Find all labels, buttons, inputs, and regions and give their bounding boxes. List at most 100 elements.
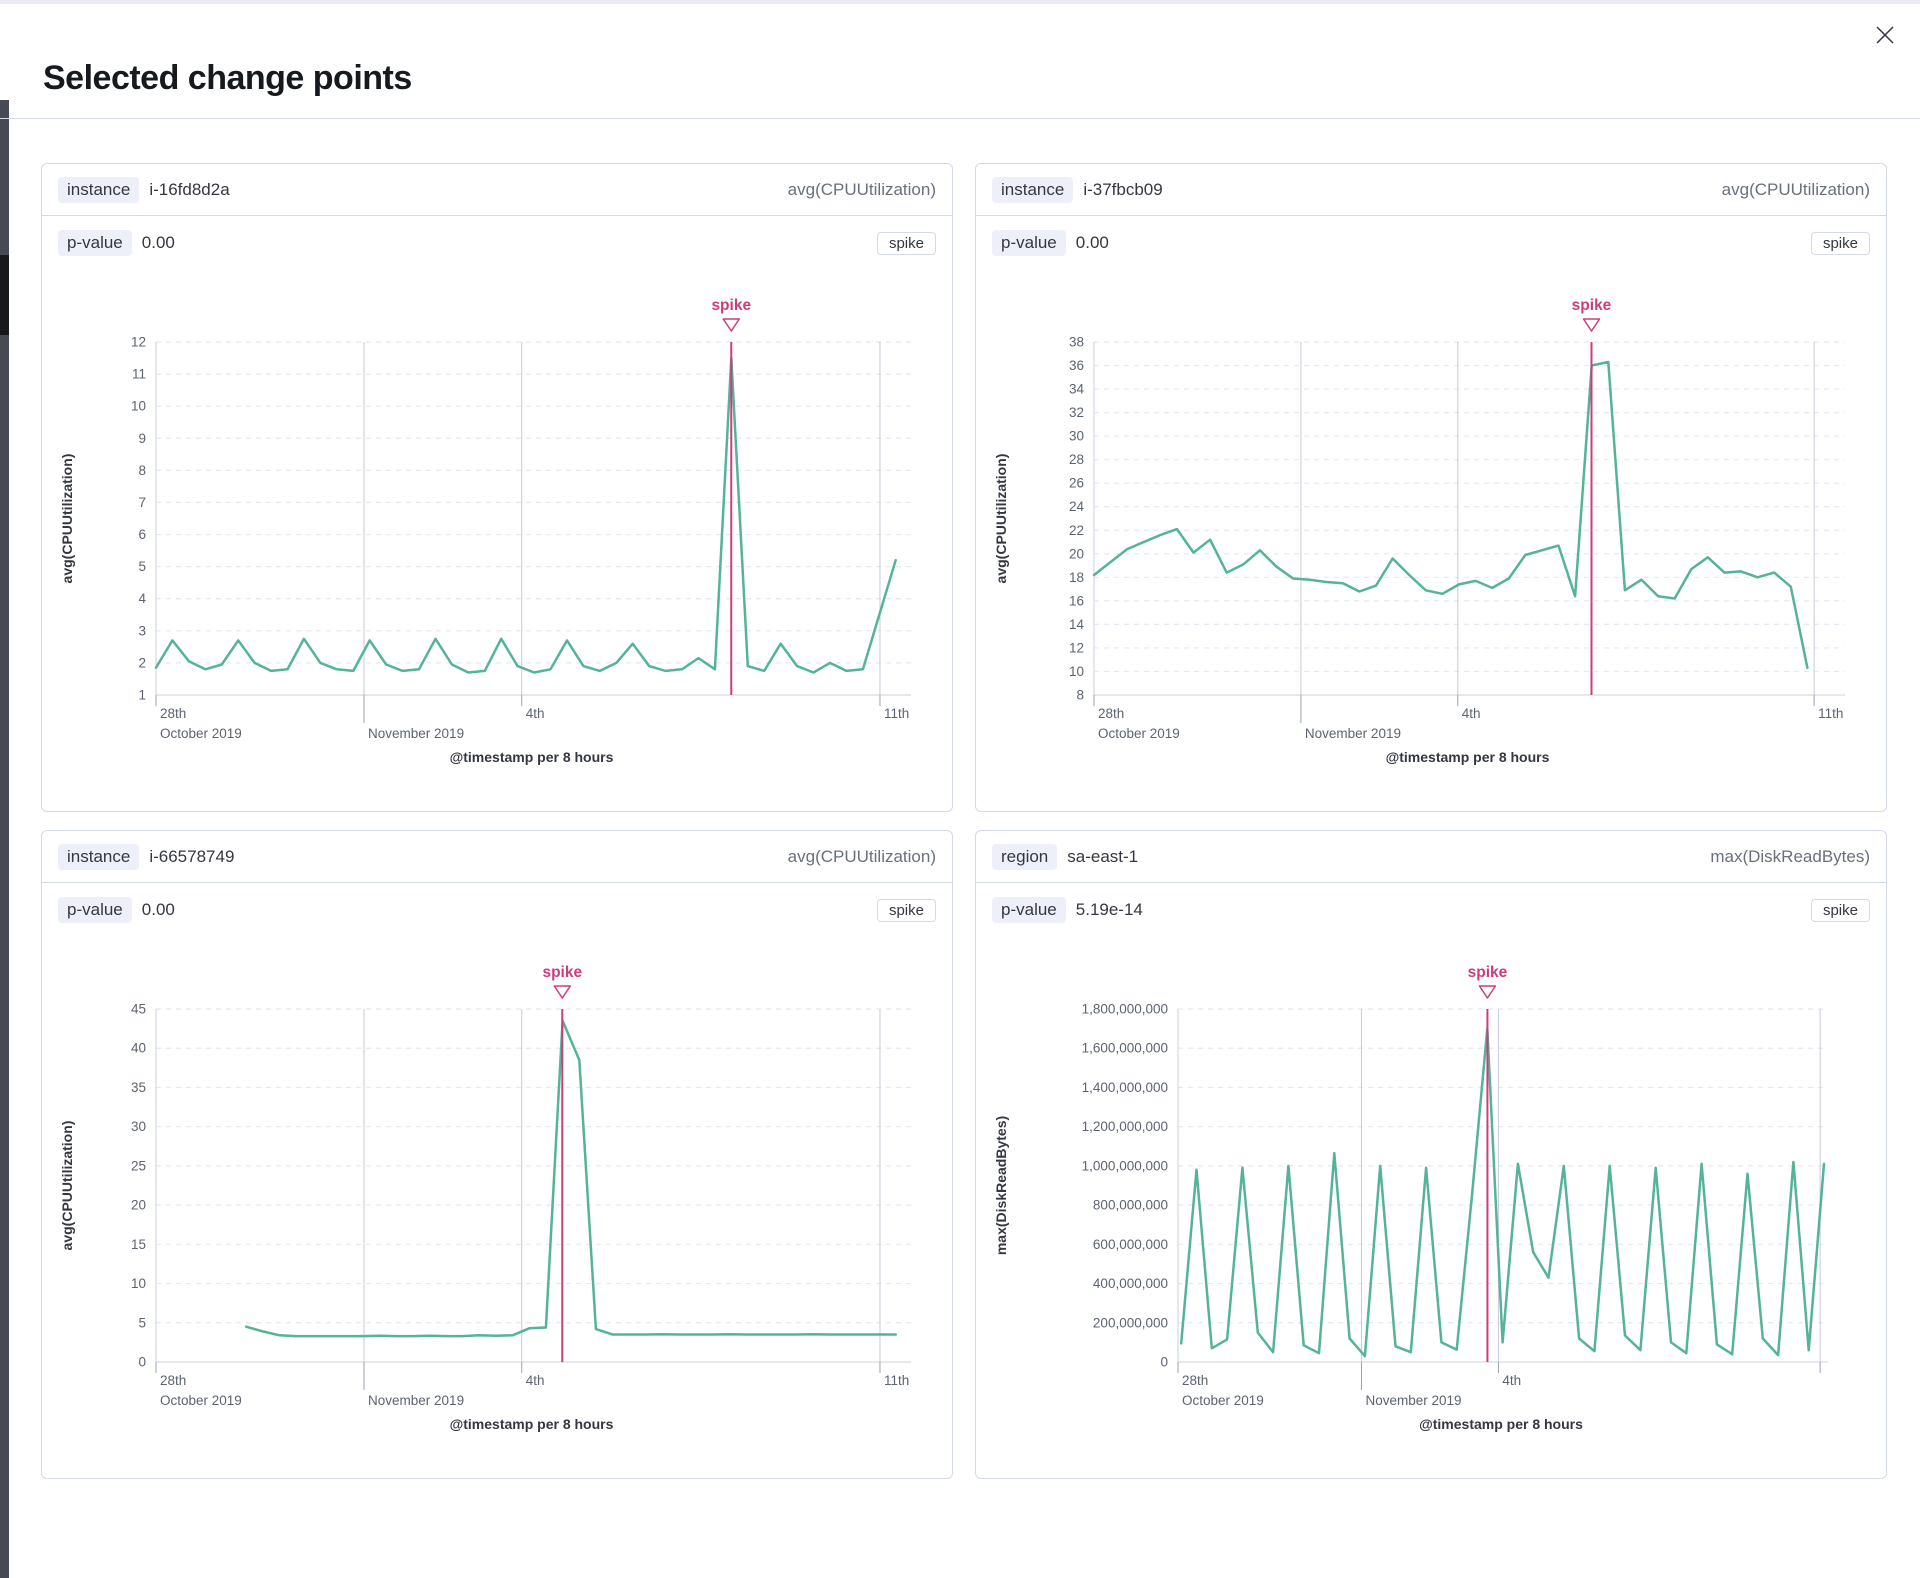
y-tick-label: 3 bbox=[138, 623, 146, 638]
y-tick-label: 9 bbox=[138, 431, 146, 446]
chart-svg: 8 10 12 14 16 18 20 22 24 26 28 30 32 34 36 38 28th Octob… bbox=[993, 297, 1845, 765]
change-type-badge[interactable]: spike bbox=[876, 231, 936, 255]
metric-label: avg(CPUUtilization) bbox=[1721, 179, 1870, 199]
y-tick-label: 10 bbox=[131, 1276, 146, 1291]
group-field-badge: instance bbox=[58, 176, 140, 203]
y-tick-label: 38 bbox=[1069, 335, 1084, 350]
y-tick-label: 1,600,000,000 bbox=[1082, 1041, 1168, 1056]
metric-label: avg(CPUUtilization) bbox=[787, 179, 936, 199]
y-tick-label: 45 bbox=[131, 1002, 146, 1017]
y-tick-label: 7 bbox=[138, 495, 146, 510]
close-icon-glyph bbox=[1876, 26, 1894, 44]
chart: 8 10 12 14 16 18 20 22 24 26 28 30 32 34 36 38 28th Octob… bbox=[976, 270, 1886, 811]
x-tick-label: 28th bbox=[1098, 706, 1124, 721]
x-tick-sublabel: November 2019 bbox=[368, 1393, 464, 1408]
x-tick-sublabel: October 2019 bbox=[1182, 1393, 1264, 1408]
x-axis-title: @timestamp per 8 hours bbox=[1419, 1416, 1583, 1432]
y-axis-title: avg(CPUUtilization) bbox=[59, 1121, 75, 1251]
y-tick-label: 24 bbox=[1069, 499, 1085, 514]
x-tick-sublabel: October 2019 bbox=[1098, 726, 1180, 741]
y-tick-label: 1,000,000,000 bbox=[1082, 1158, 1168, 1173]
p-value: 0.00 bbox=[141, 233, 175, 252]
y-tick-label: 0 bbox=[138, 1355, 146, 1370]
spike-annotation-label: spike bbox=[542, 964, 582, 981]
y-tick-label: 6 bbox=[138, 527, 146, 542]
x-tick-sublabel: November 2019 bbox=[1305, 726, 1401, 741]
panel-subheader: p-value 0.00 spike bbox=[42, 883, 952, 937]
y-tick-label: 18 bbox=[1069, 570, 1084, 585]
y-tick-label: 14 bbox=[1069, 617, 1085, 632]
panel-header: instance i-37fbcb09 avg(CPUUtilization) bbox=[976, 164, 1886, 216]
panel-subheader: p-value 0.00 spike bbox=[42, 216, 952, 270]
y-tick-label: 16 bbox=[1069, 593, 1084, 608]
p-value-badge: p-value bbox=[58, 230, 132, 256]
y-tick-label: 32 bbox=[1069, 405, 1084, 420]
x-tick-label: 28th bbox=[160, 706, 186, 721]
y-tick-label: 8 bbox=[138, 463, 146, 478]
chart-svg: 0 5 10 15 20 25 30 35 40 45 28th October 2019 Novemb… bbox=[59, 964, 911, 1432]
series-line bbox=[1179, 1027, 1826, 1358]
y-axis-title: avg(CPUUtilization) bbox=[993, 454, 1009, 584]
y-tick-label: 800,000,000 bbox=[1093, 1198, 1168, 1213]
p-value-badge: p-value bbox=[58, 897, 132, 923]
x-tick-label: 11th bbox=[884, 706, 909, 721]
y-tick-label: 1 bbox=[138, 688, 146, 703]
y-tick-label: 28 bbox=[1069, 452, 1084, 467]
y-tick-label: 10 bbox=[1069, 664, 1084, 679]
y-tick-label: 1,800,000,000 bbox=[1082, 1002, 1168, 1017]
change-point-panel-3: instance i-66578749 avg(CPUUtilization) … bbox=[41, 830, 953, 1479]
p-value: 0.00 bbox=[1075, 233, 1109, 252]
series-line bbox=[1092, 360, 1809, 670]
panel-header: instance i-16fd8d2a avg(CPUUtilization) bbox=[42, 164, 952, 216]
metric-label: avg(CPUUtilization) bbox=[787, 846, 936, 866]
x-tick-sublabel: October 2019 bbox=[160, 1393, 242, 1408]
group-value: i-16fd8d2a bbox=[149, 179, 230, 199]
y-tick-label: 4 bbox=[138, 591, 146, 606]
page-title: Selected change points bbox=[43, 58, 412, 97]
x-axis-title: @timestamp per 8 hours bbox=[1386, 749, 1550, 765]
p-value-badge: p-value bbox=[992, 897, 1066, 923]
change-point-panel-2: instance i-37fbcb09 avg(CPUUtilization) … bbox=[975, 163, 1887, 812]
page-top-edge bbox=[0, 0, 1920, 4]
change-points-grid: instance i-16fd8d2a avg(CPUUtilization) … bbox=[41, 163, 1887, 1479]
x-axis-title: @timestamp per 8 hours bbox=[450, 1416, 614, 1432]
y-tick-label: 20 bbox=[1069, 546, 1084, 561]
y-tick-label: 34 bbox=[1069, 382, 1085, 397]
group-field-badge: instance bbox=[58, 843, 140, 870]
p-value: 5.19e-14 bbox=[1075, 900, 1143, 919]
y-tick-label: 25 bbox=[131, 1158, 146, 1173]
y-tick-label: 5 bbox=[138, 559, 146, 574]
change-type-badge[interactable]: spike bbox=[1810, 898, 1870, 922]
y-tick-label: 2 bbox=[138, 655, 146, 670]
y-tick-label: 36 bbox=[1069, 358, 1084, 373]
change-point-panel-1: instance i-16fd8d2a avg(CPUUtilization) … bbox=[41, 163, 953, 812]
title-divider bbox=[0, 118, 1920, 119]
spike-annotation-label: spike bbox=[1468, 964, 1508, 981]
y-tick-label: 30 bbox=[131, 1119, 146, 1134]
group-value: sa-east-1 bbox=[1067, 846, 1139, 866]
panel-subheader: p-value 0.00 spike bbox=[976, 216, 1886, 270]
chart: 1 2 3 4 5 6 7 8 9 10 11 12 28th October 2019 November … bbox=[42, 270, 952, 811]
y-tick-label: 20 bbox=[131, 1198, 146, 1213]
background-page-edge bbox=[0, 100, 9, 1578]
x-tick-sublabel: October 2019 bbox=[160, 726, 242, 741]
y-tick-label: 600,000,000 bbox=[1093, 1237, 1168, 1252]
spike-annotation-marker-icon bbox=[553, 985, 572, 999]
x-tick-label: 11th bbox=[884, 1373, 909, 1388]
change-type-badge[interactable]: spike bbox=[876, 898, 936, 922]
series-line bbox=[154, 356, 897, 674]
change-type-badge[interactable]: spike bbox=[1810, 231, 1870, 255]
x-tick-label: 4th bbox=[1462, 706, 1481, 721]
y-tick-label: 5 bbox=[138, 1315, 146, 1330]
y-tick-label: 0 bbox=[1160, 1355, 1168, 1370]
x-tick-sublabel: November 2019 bbox=[1365, 1393, 1461, 1408]
panel-subheader: p-value 5.19e-14 spike bbox=[976, 883, 1886, 937]
close-icon[interactable] bbox=[1868, 18, 1902, 52]
series-line bbox=[244, 1019, 897, 1338]
chart-svg: 0 200,000,000 400,000,000 600,000,000 800,00… bbox=[993, 964, 1828, 1432]
x-tick-label: 11th bbox=[1818, 706, 1843, 721]
spike-annotation-marker-icon bbox=[1478, 985, 1497, 999]
y-tick-label: 400,000,000 bbox=[1093, 1276, 1168, 1291]
y-tick-label: 15 bbox=[131, 1237, 146, 1252]
